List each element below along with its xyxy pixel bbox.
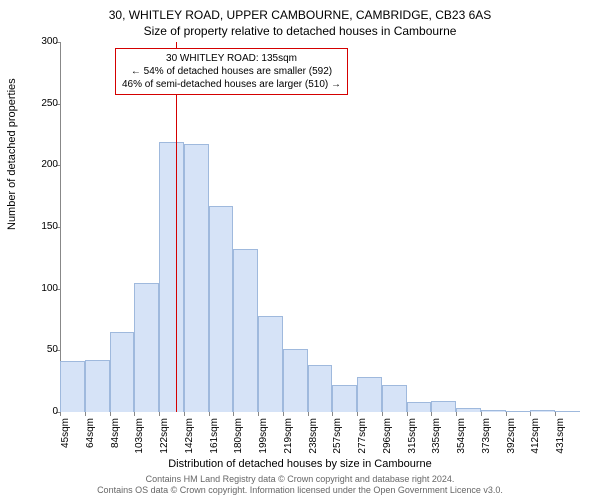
x-tick-mark bbox=[85, 412, 86, 416]
y-tick-label: 50 bbox=[36, 344, 58, 355]
x-tick-mark bbox=[506, 412, 507, 416]
footer-line-1: Contains HM Land Registry data © Crown c… bbox=[0, 474, 600, 485]
plot-area bbox=[60, 42, 580, 412]
x-tick-mark bbox=[110, 412, 111, 416]
chart-title-main: 30, WHITLEY ROAD, UPPER CAMBOURNE, CAMBR… bbox=[0, 0, 600, 22]
x-tick-label: 257sqm bbox=[332, 418, 343, 458]
y-tick-label: 250 bbox=[36, 98, 58, 109]
histogram-bar bbox=[357, 377, 382, 412]
info-line-1: 30 WHITLEY ROAD: 135sqm bbox=[122, 52, 341, 65]
histogram-bar bbox=[382, 385, 407, 412]
x-tick-label: 277sqm bbox=[357, 418, 368, 458]
x-tick-mark bbox=[481, 412, 482, 416]
histogram-bar bbox=[431, 401, 456, 412]
x-tick-label: 199sqm bbox=[258, 418, 269, 458]
x-tick-mark bbox=[530, 412, 531, 416]
x-tick-mark bbox=[159, 412, 160, 416]
x-tick-mark bbox=[332, 412, 333, 416]
y-tick-label: 200 bbox=[36, 159, 58, 170]
x-tick-label: 180sqm bbox=[233, 418, 244, 458]
x-tick-mark bbox=[233, 412, 234, 416]
histogram-bar bbox=[134, 283, 159, 413]
histogram-bar bbox=[555, 411, 580, 412]
x-tick-mark bbox=[209, 412, 210, 416]
property-marker-line bbox=[176, 42, 177, 412]
y-axis-label: Number of detached properties bbox=[6, 78, 18, 230]
x-tick-mark bbox=[431, 412, 432, 416]
x-tick-mark bbox=[555, 412, 556, 416]
x-tick-label: 84sqm bbox=[110, 418, 121, 458]
chart-container: { "titles": { "main": "30, WHITLEY ROAD,… bbox=[0, 0, 600, 500]
x-tick-label: 354sqm bbox=[456, 418, 467, 458]
histogram-bar bbox=[332, 385, 357, 412]
x-axis-label: Distribution of detached houses by size … bbox=[0, 458, 600, 470]
x-tick-label: 373sqm bbox=[481, 418, 492, 458]
histogram-bar bbox=[530, 410, 555, 412]
x-tick-mark bbox=[134, 412, 135, 416]
histogram-bar bbox=[456, 408, 481, 412]
histogram-bar bbox=[60, 361, 85, 412]
x-tick-mark bbox=[357, 412, 358, 416]
histogram-bar bbox=[308, 365, 333, 412]
x-tick-mark bbox=[258, 412, 259, 416]
histogram-bar bbox=[85, 360, 110, 412]
chart-title-sub: Size of property relative to detached ho… bbox=[0, 22, 600, 38]
histogram-bar bbox=[233, 249, 258, 412]
histogram-bar bbox=[407, 402, 432, 412]
x-tick-mark bbox=[283, 412, 284, 416]
x-tick-label: 412sqm bbox=[530, 418, 541, 458]
x-tick-label: 122sqm bbox=[159, 418, 170, 458]
histogram-bar bbox=[184, 144, 209, 412]
x-tick-label: 392sqm bbox=[506, 418, 517, 458]
property-info-box: 30 WHITLEY ROAD: 135sqm← 54% of detached… bbox=[115, 48, 348, 95]
x-tick-label: 103sqm bbox=[134, 418, 145, 458]
histogram-bar bbox=[506, 411, 531, 412]
x-tick-label: 219sqm bbox=[283, 418, 294, 458]
y-tick-label: 0 bbox=[36, 406, 58, 417]
x-tick-label: 238sqm bbox=[308, 418, 319, 458]
x-tick-mark bbox=[407, 412, 408, 416]
x-tick-label: 315sqm bbox=[407, 418, 418, 458]
x-tick-mark bbox=[60, 412, 61, 416]
x-tick-label: 335sqm bbox=[431, 418, 442, 458]
x-tick-label: 431sqm bbox=[555, 418, 566, 458]
x-tick-label: 142sqm bbox=[184, 418, 195, 458]
info-line-2: ← 54% of detached houses are smaller (59… bbox=[122, 65, 341, 78]
x-tick-mark bbox=[456, 412, 457, 416]
histogram-bar bbox=[258, 316, 283, 412]
x-tick-label: 64sqm bbox=[85, 418, 96, 458]
x-tick-mark bbox=[382, 412, 383, 416]
y-axis-line bbox=[60, 42, 61, 412]
footer-line-2: Contains OS data © Crown copyright. Info… bbox=[0, 485, 600, 496]
x-tick-label: 161sqm bbox=[209, 418, 220, 458]
y-tick-label: 300 bbox=[36, 36, 58, 47]
y-tick-label: 150 bbox=[36, 221, 58, 232]
histogram-bar bbox=[159, 142, 184, 412]
x-tick-mark bbox=[308, 412, 309, 416]
info-line-3: 46% of semi-detached houses are larger (… bbox=[122, 78, 341, 91]
histogram-bar bbox=[110, 332, 135, 412]
x-tick-mark bbox=[184, 412, 185, 416]
histogram-bar bbox=[283, 349, 308, 412]
chart-footer: Contains HM Land Registry data © Crown c… bbox=[0, 474, 600, 496]
x-tick-label: 45sqm bbox=[60, 418, 71, 458]
histogram-bar bbox=[481, 410, 506, 412]
y-tick-label: 100 bbox=[36, 283, 58, 294]
histogram-bar bbox=[209, 206, 234, 412]
x-tick-label: 296sqm bbox=[382, 418, 393, 458]
